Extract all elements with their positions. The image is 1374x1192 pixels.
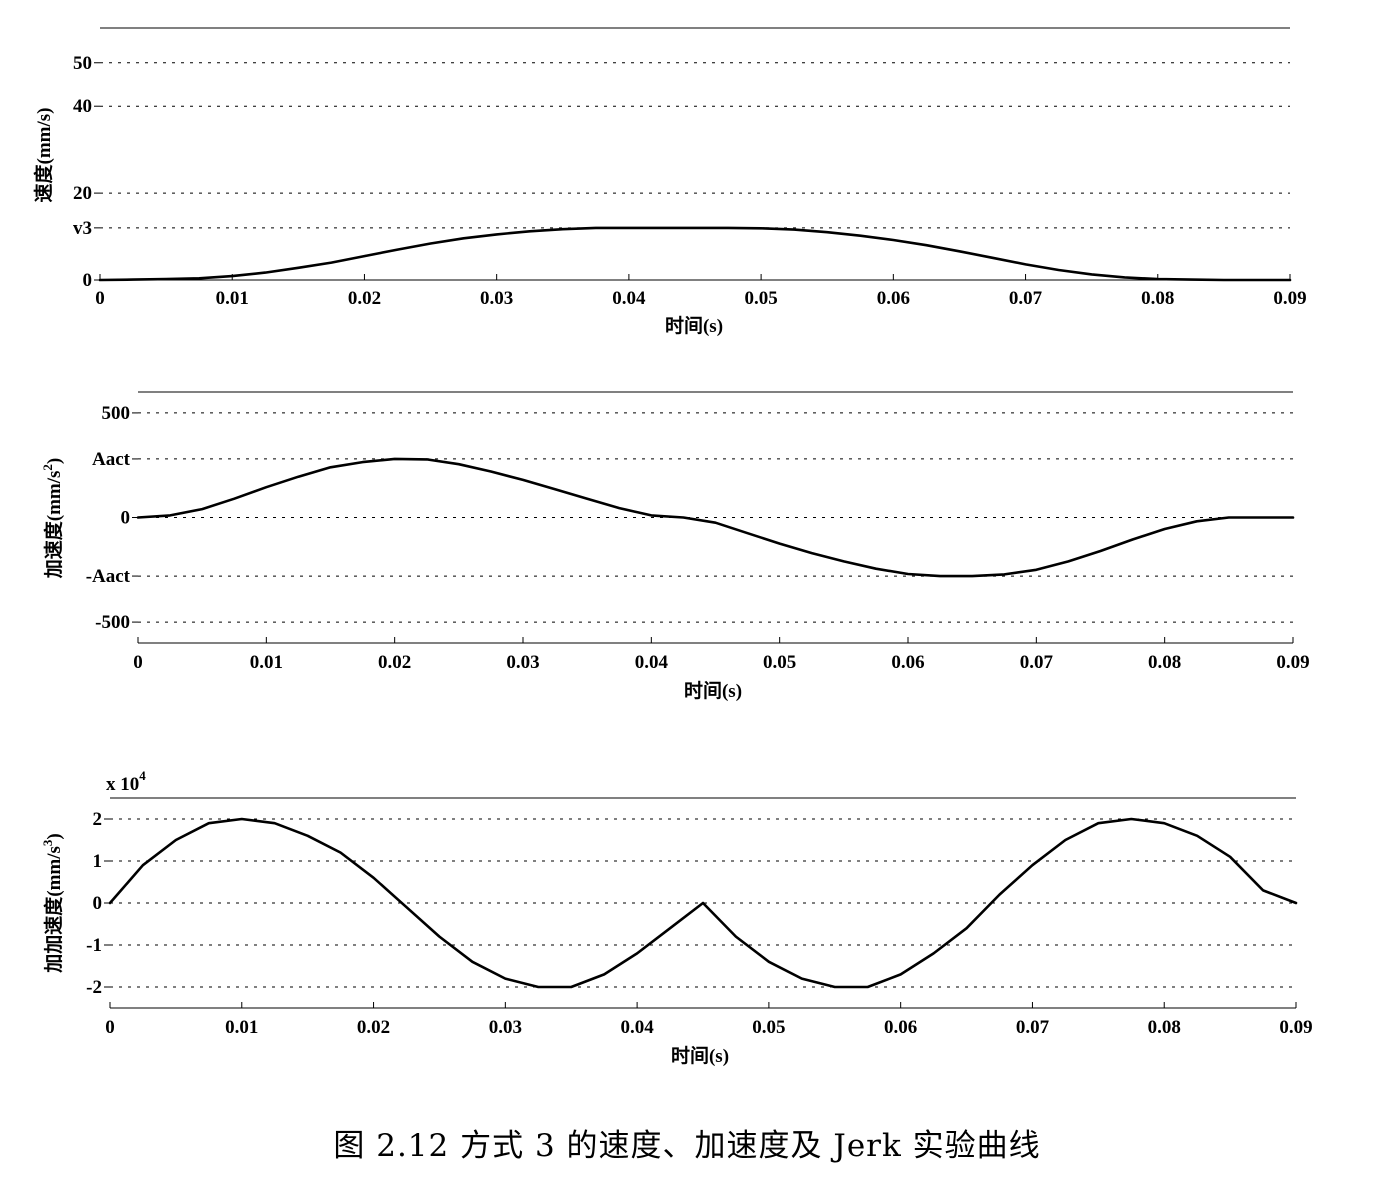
figure-caption: 图 2.12 方式 3 的速度、加速度及 Jerk 实验曲线 <box>333 1128 1041 1164</box>
jerk-y-tick-label: 1 <box>93 851 103 872</box>
acceleration-x-tick-label: 0.07 <box>1020 652 1054 673</box>
acceleration-y-tick-label: -500 <box>95 612 130 633</box>
acceleration-x-tick-label: 0.01 <box>250 652 283 673</box>
jerk-y-tick-label: 0 <box>93 893 103 914</box>
velocity-x-tick-label: 0.01 <box>216 288 249 309</box>
velocity-x-tick-label: 0 <box>95 288 105 309</box>
acceleration-x-tick-label: 0.09 <box>1276 652 1309 673</box>
jerk-x-tick-label: 0.04 <box>620 1017 654 1038</box>
acceleration-y-tick-label: -Aact <box>86 566 131 587</box>
acceleration-x-tick-label: 0.02 <box>378 652 411 673</box>
acceleration-y-tick-label: 0 <box>121 508 131 529</box>
jerk-y-multiplier: x 104 <box>106 768 146 795</box>
velocity-chart: 速度(mm/s) 时间(s) 0 v3 20 40 50 0 0.01 0.02 0.03 0.0… <box>32 27 1307 337</box>
acceleration-y-axis-label: 加速度(mm/s2) <box>40 458 65 579</box>
velocity-y-tick-label: 0 <box>83 270 93 291</box>
velocity-x-tick-label: 0.08 <box>1141 288 1174 309</box>
jerk-x-tick-label: 0.06 <box>884 1017 917 1038</box>
velocity-x-tick-label: 0.04 <box>612 288 646 309</box>
velocity-x-tick-label: 0.02 <box>348 288 381 309</box>
velocity-y-tick-label: v3 <box>73 218 92 239</box>
velocity-y-axis-label: 速度(mm/s) <box>32 108 55 203</box>
acceleration-x-axis-label: 时间(s) <box>684 680 742 702</box>
velocity-y-tick-label: 50 <box>73 53 92 74</box>
velocity-x-tick-label: 0.05 <box>744 288 777 309</box>
acceleration-x-tick-label: 0.03 <box>506 652 539 673</box>
acceleration-y-tick-label: 500 <box>102 403 131 424</box>
acceleration-x-tick-label: 0.04 <box>635 652 669 673</box>
jerk-y-tick-label: -2 <box>86 977 102 998</box>
jerk-x-tick-label: 0.09 <box>1279 1017 1312 1038</box>
acceleration-series-line <box>136 457 1295 578</box>
jerk-y-axis-label: 加加速度(mm/s3) <box>40 833 65 973</box>
velocity-x-axis-label: 时间(s) <box>665 315 723 337</box>
jerk-x-tick-label: 0.02 <box>357 1017 390 1038</box>
velocity-x-tick-label: 0.03 <box>480 288 513 309</box>
acceleration-x-tick-label: 0 <box>133 652 143 673</box>
jerk-y-tick-label: 2 <box>93 809 103 830</box>
jerk-y-tick-label: -1 <box>86 935 102 956</box>
jerk-x-axis-label: 时间(s) <box>671 1045 729 1067</box>
velocity-x-tick-label: 0.07 <box>1009 288 1043 309</box>
jerk-series-line <box>108 817 1298 989</box>
velocity-x-tick-label: 0.09 <box>1273 288 1306 309</box>
acceleration-chart: 加速度(mm/s2) 时间(s) -500 -Aact 0 Aact 500 0 0.01 0… <box>40 391 1310 702</box>
velocity-y-tick-label: 20 <box>73 183 92 204</box>
jerk-x-tick-label: 0.03 <box>489 1017 522 1038</box>
acceleration-x-tick-label: 0.08 <box>1148 652 1181 673</box>
jerk-chart: 加加速度(mm/s3) 时间(s) x 104 -2 -1 0 1 2 0 0.01 0.02… <box>40 768 1313 1067</box>
acceleration-x-tick-label: 0.06 <box>891 652 924 673</box>
jerk-x-tick-label: 0.08 <box>1148 1017 1181 1038</box>
velocity-x-tick-label: 0.06 <box>877 288 910 309</box>
acceleration-x-tick-label: 0.05 <box>763 652 796 673</box>
jerk-x-tick-label: 0 <box>105 1017 115 1038</box>
jerk-x-tick-label: 0.05 <box>752 1017 785 1038</box>
acceleration-y-tick-label: Aact <box>92 449 131 470</box>
velocity-series-line <box>98 226 1292 282</box>
jerk-x-tick-label: 0.01 <box>225 1017 258 1038</box>
velocity-y-tick-label: 40 <box>73 96 92 117</box>
jerk-x-tick-label: 0.07 <box>1016 1017 1050 1038</box>
